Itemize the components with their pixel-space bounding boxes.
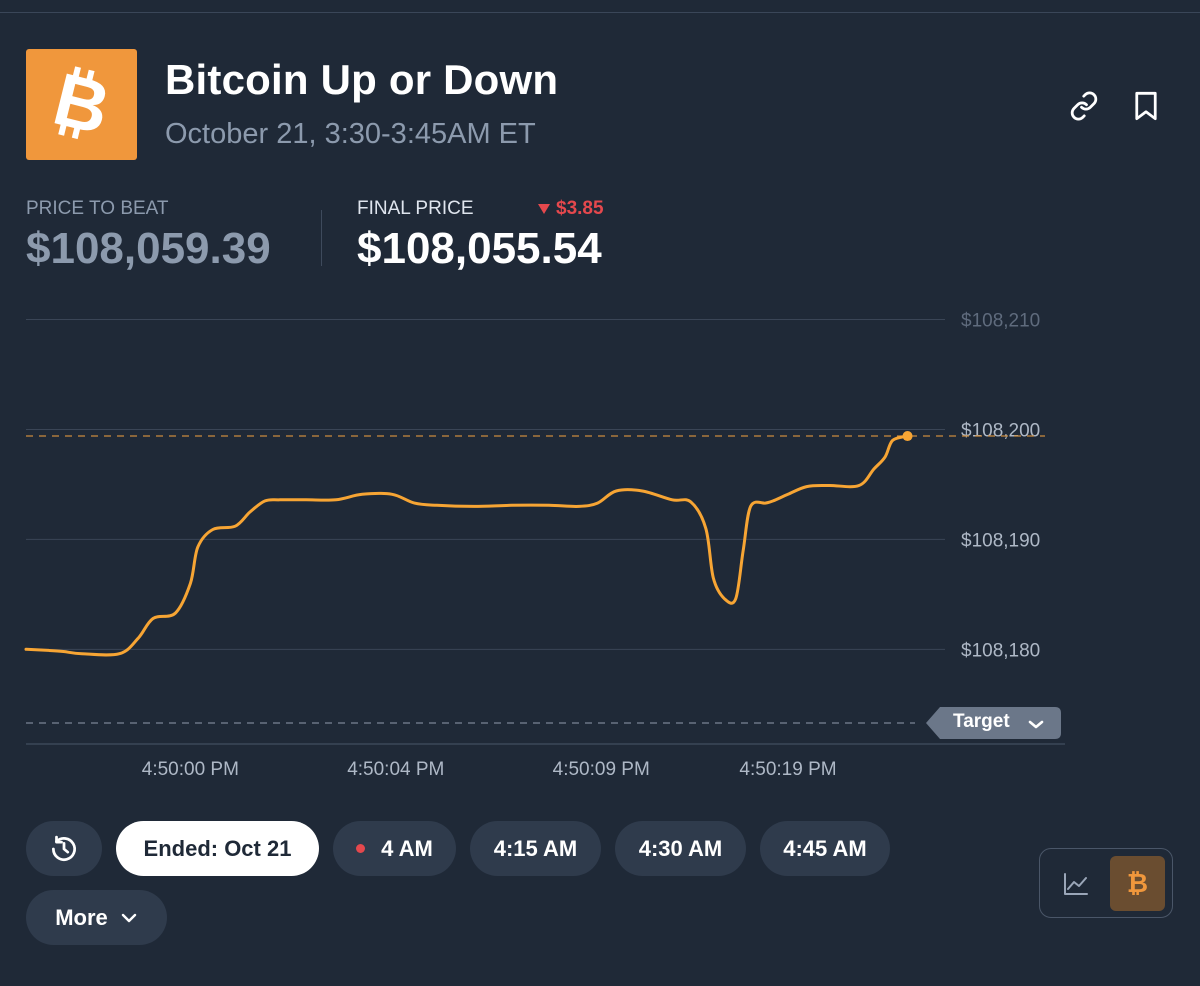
final-price-label: FINAL PRICE: [357, 198, 474, 219]
bitcoin-view-button[interactable]: ₿: [1110, 856, 1165, 911]
line-chart-icon: [1063, 872, 1088, 895]
time-pill-label: 4:45 AM: [783, 835, 867, 861]
latest-price-point: [902, 431, 913, 442]
chart-view-toggle: ₿: [1039, 848, 1173, 918]
time-pill-430am[interactable]: 4:30 AM: [615, 821, 746, 876]
price-delta-badge: $3.85: [537, 198, 604, 220]
bookmark-button[interactable]: [1126, 86, 1166, 126]
x-tick-label: 4:50:04 PM: [347, 759, 444, 780]
line-chart-view-button[interactable]: [1048, 856, 1103, 911]
target-price-selector[interactable]: Target: [926, 707, 1061, 739]
y-tick-label: $108,190: [961, 530, 1040, 551]
top-divider: [0, 12, 1200, 13]
copy-link-button[interactable]: [1064, 86, 1104, 126]
final-price-value: $108,055.54: [357, 224, 602, 273]
link-icon: [1070, 91, 1098, 121]
history-clock-icon: [52, 835, 76, 861]
x-tick-label: 4:50:19 PM: [739, 759, 836, 780]
time-pill-4am[interactable]: 4 AM: [333, 821, 456, 876]
market-time-range: October 21, 3:30-3:45AM ET: [165, 118, 536, 150]
price-to-beat-label: PRICE TO BEAT: [26, 198, 169, 219]
price-line-chart: $108,210 $108,200 $108,190 $108,180 4:50:00 …: [24, 310, 1065, 780]
chevron-down-icon: [121, 913, 136, 922]
triangle-down-icon: [538, 204, 550, 214]
time-pill-445am[interactable]: 4:45 AM: [760, 821, 890, 876]
time-pill-ended[interactable]: Ended: Oct 21: [116, 821, 319, 876]
time-pill-label: 4:15 AM: [493, 835, 578, 861]
chevron-down-icon: [1028, 720, 1044, 729]
y-tick-label: $108,180: [961, 640, 1040, 661]
price-to-beat-value: $108,059.39: [26, 224, 271, 273]
price-series-line: [24, 434, 909, 657]
bitcoin-icon: ₿: [1126, 868, 1149, 898]
time-pill-label: 4 AM: [381, 835, 433, 861]
more-button[interactable]: More: [26, 890, 167, 945]
live-indicator-dot: [356, 844, 366, 853]
page-title: Bitcoin Up or Down: [165, 56, 559, 103]
y-tick-label: $108,210: [961, 310, 1040, 331]
target-label: Target: [953, 711, 1010, 732]
target-pill-shape: [926, 707, 1061, 739]
more-label: More: [55, 904, 108, 930]
x-tick-label: 4:50:09 PM: [553, 759, 650, 780]
bitcoin-logo-icon: B: [26, 49, 137, 160]
bookmark-icon: [1135, 91, 1157, 121]
time-pill-label: Ended: Oct 21: [143, 835, 292, 861]
x-tick-label: 4:50:00 PM: [142, 759, 239, 780]
price-delta-value: $3.85: [556, 198, 604, 219]
stats-divider: [321, 210, 322, 266]
history-button[interactable]: [26, 821, 102, 876]
time-pill-415am[interactable]: 4:15 AM: [470, 821, 601, 876]
y-tick-label: $108,200: [961, 420, 1040, 441]
time-pill-label: 4:30 AM: [638, 835, 723, 861]
